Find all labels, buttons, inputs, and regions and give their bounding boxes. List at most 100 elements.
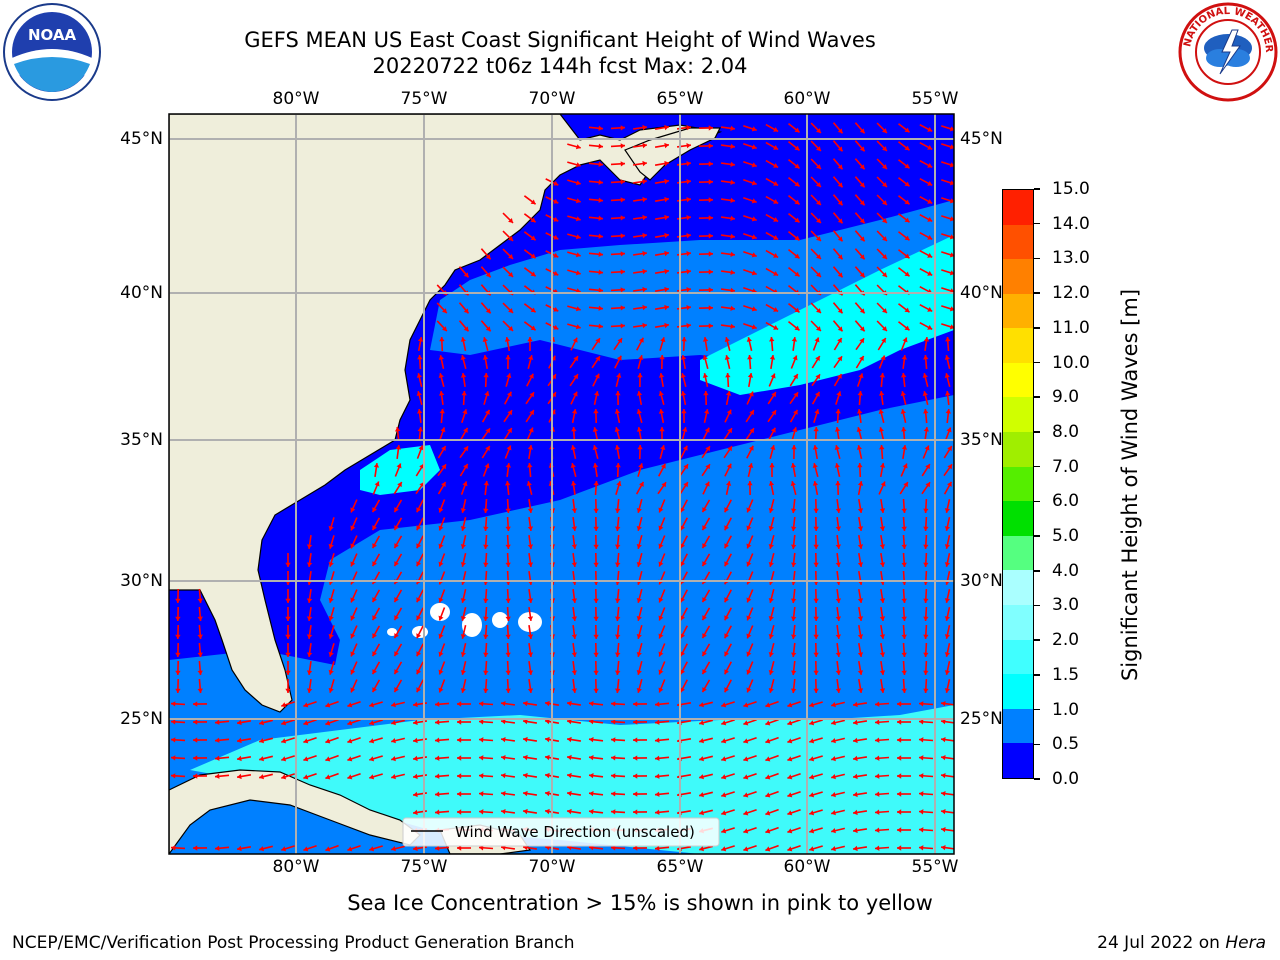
wind-arrow-head [815, 356, 820, 361]
wind-arrow-head [598, 179, 603, 185]
wind-arrow-head [751, 162, 757, 168]
wind-arrow-head [611, 791, 616, 797]
wind-arrow-head [369, 738, 375, 744]
wind-arrow-head [527, 634, 534, 639]
wind-arrow-head [708, 251, 713, 257]
wind-arrow-head [724, 669, 729, 675]
wind-arrow-head [435, 845, 440, 851]
wind-arrow-head [902, 463, 908, 469]
wind-arrow-head [904, 181, 910, 187]
wind-arrow-head [853, 701, 858, 708]
wind-arrow-head [633, 845, 638, 851]
wind-arrow-head [794, 217, 800, 223]
wind-arrow-head [571, 409, 578, 414]
wind-arrow-head [285, 562, 291, 567]
wind-arrow-head [768, 616, 774, 621]
wind-arrow-head [215, 773, 220, 779]
wind-arrow-head [949, 270, 954, 276]
wind-arrow-head [680, 561, 686, 567]
wind-arrow-head [923, 562, 929, 567]
wind-arrow-head [592, 463, 599, 468]
wind-arrow-head [708, 125, 713, 131]
wind-arrow-head [505, 652, 511, 657]
wind-arrow-head [529, 392, 534, 398]
nova-scotia-land [624, 127, 721, 181]
wind-arrow-head [614, 427, 620, 432]
wind-arrow-head [661, 482, 666, 488]
wind-arrow-head [702, 525, 707, 531]
wind-arrow-head [837, 182, 843, 188]
wind-arrow-head [435, 809, 440, 815]
wind-arrow-head [615, 463, 621, 468]
lat-tick-left: 45°N [120, 129, 163, 149]
wind-arrow-head [809, 738, 815, 744]
map-frame [168, 113, 955, 855]
colorbar-tick-label: 7.0 [1052, 456, 1080, 477]
wind-arrow-head [413, 701, 418, 708]
wind-arrow-head [589, 791, 594, 797]
wind-arrow-head [530, 235, 536, 241]
wind-arrow-head [702, 561, 707, 567]
wind-arrow-head [615, 508, 621, 513]
wind-arrow-head [681, 409, 687, 414]
wind-arrow-head [391, 738, 396, 744]
wind-arrow-head [787, 828, 793, 834]
wind-arrow-head [791, 544, 797, 549]
wind-arrow-head [215, 755, 220, 761]
wind-arrow-head [816, 272, 821, 277]
colorbar-tickmark [1034, 396, 1040, 398]
wind-arrow-head [545, 754, 550, 761]
wind-arrow-head [831, 702, 836, 708]
wind-arrow-head [350, 525, 356, 531]
wind-arrow-head [193, 845, 198, 851]
wind-arrow-head [743, 720, 749, 726]
colorbar-tickmark [1034, 465, 1040, 468]
wind-arrow-head [303, 720, 309, 726]
wind-arrow-head [882, 308, 887, 313]
wind-arrow-head [897, 755, 902, 761]
wind-arrow-head [394, 525, 399, 531]
wind-arrow-head [835, 526, 841, 531]
wind-arrow-head [813, 616, 819, 621]
wind-arrow-head [790, 481, 796, 486]
wind-arrow-head [636, 409, 642, 414]
wind-arrow-head [642, 268, 647, 275]
wind-arrow-head [545, 808, 550, 815]
wind-arrow-head [439, 337, 445, 342]
wind-arrow-head [303, 702, 309, 708]
wind-arrow-head [859, 146, 865, 152]
wind-arrow-head [507, 428, 512, 434]
wind-arrow-head [834, 445, 840, 450]
colorbar-segment [1003, 259, 1033, 294]
wind-arrow-head [483, 508, 489, 513]
lon-tick-bottom: 70°W [528, 857, 576, 877]
wind-arrow-head [419, 464, 424, 469]
wind-arrow-head [328, 615, 334, 621]
wind-arrow-head [923, 652, 929, 657]
wind-arrow-head [816, 236, 821, 241]
wind-arrow-head [923, 688, 929, 693]
wind-arrow-head [708, 143, 713, 149]
wind-arrow-head [773, 325, 779, 330]
wind-arrow-head [417, 427, 423, 432]
wind-arrow-head [882, 128, 887, 133]
wind-arrow-head [680, 373, 686, 378]
wind-arrow-head [923, 598, 929, 603]
wind-arrow-head [575, 198, 581, 204]
wind-arrow-head [611, 719, 616, 725]
wind-arrow-head [638, 337, 644, 343]
wind-arrow-head [484, 391, 490, 397]
wind-arrow-head [875, 809, 880, 815]
wind-arrow-head [462, 481, 468, 487]
wind-arrow-head [699, 756, 704, 762]
wind-arrow-head [638, 355, 644, 360]
wind-arrow-head [642, 250, 647, 257]
wind-arrow-head [702, 651, 707, 657]
wind-arrow-head [664, 250, 669, 257]
wind-arrow-head [285, 670, 291, 675]
wind-arrow-head [479, 791, 484, 797]
wind-arrow-head [771, 392, 776, 398]
colorbar-tickmark [1034, 604, 1040, 607]
wind-arrow-head [545, 790, 550, 797]
wind-arrow-head [171, 845, 176, 851]
